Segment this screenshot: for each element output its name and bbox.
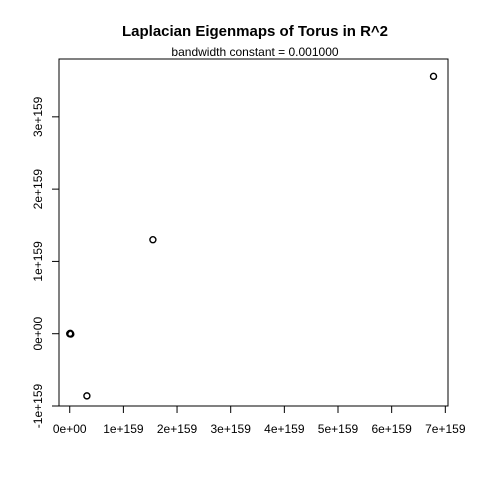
x-tick-label: 7e+159 [425, 422, 466, 436]
data-points [66, 72, 438, 400]
x-tick-label: 5e+159 [318, 422, 359, 436]
data-point [149, 236, 157, 244]
data-point [429, 72, 438, 81]
chart-subtitle: bandwidth constant = 0.001000 [171, 45, 338, 59]
x-axis: 0e+00 1e+159 2e+159 3e+159 4e+159 5e+159 6e+15… [53, 405, 466, 436]
y-tick-label: 0e+00 [31, 317, 45, 351]
data-point [83, 392, 91, 400]
x-tick-label: 2e+159 [157, 422, 198, 436]
x-tick-label: 0e+00 [53, 422, 87, 436]
plot-box [58, 58, 449, 407]
y-tick-label: 2e+159 [31, 169, 45, 210]
x-tick-label: 4e+159 [264, 422, 305, 436]
y-axis: -1e+159 0e+00 1e+159 2e+159 3e+159 [31, 96, 60, 428]
chart-title: Laplacian Eigenmaps of Torus in R^2 [122, 23, 388, 40]
x-tick-label: 3e+159 [211, 422, 252, 436]
data-point [67, 330, 75, 338]
x-tick-label: 1e+159 [103, 422, 144, 436]
y-tick-label: 3e+159 [31, 96, 45, 137]
y-tick-label: 1e+159 [31, 241, 45, 282]
x-tick-label: 6e+159 [371, 422, 412, 436]
y-tick-label: -1e+159 [31, 383, 45, 428]
